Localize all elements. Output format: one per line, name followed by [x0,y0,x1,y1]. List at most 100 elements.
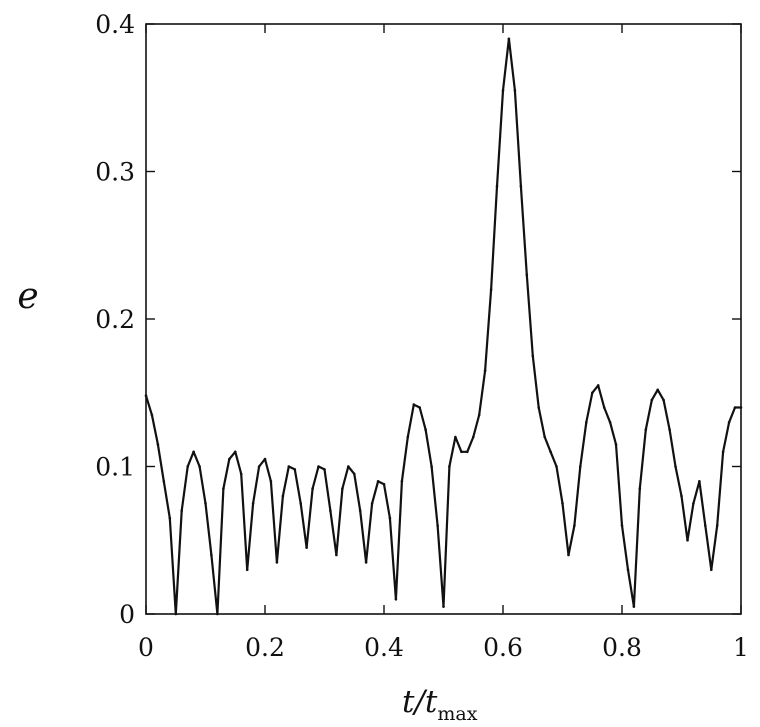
data-point [358,509,362,513]
data-point [591,391,594,395]
data-point [335,553,338,557]
x-tick-label: 0.8 [602,633,642,662]
x-tick-label: 1 [733,633,749,662]
plot-frame [145,23,742,615]
data-point [382,482,386,486]
data-point [579,465,582,468]
data-point [602,406,606,409]
data-point [454,435,457,439]
data-point [329,509,332,513]
data-point [668,428,671,431]
data-point [186,465,189,468]
data-point [239,472,243,476]
data-point [585,421,588,424]
data-point [144,394,148,398]
data-point [507,37,511,41]
data-point [650,398,654,402]
data-point [692,502,695,505]
x-tick-label: 0.2 [245,633,285,662]
data-point [448,465,451,468]
data-point [311,487,314,490]
y-axis-label: e [17,276,38,317]
data-point [263,457,267,461]
tick-labels: 0 0.2 0.4 0.6 0.8 1 0 0.1 0.2 0.3 0.4 [95,10,749,662]
data-point [436,524,439,527]
data-point [721,450,725,454]
series-layer [144,37,743,616]
x-axis-label-main: t/t [402,684,438,720]
data-point [460,450,463,454]
data-point [501,89,505,92]
axis-ticks [145,23,742,615]
data-point [519,185,523,188]
data-point [317,465,320,468]
data-point [608,421,612,424]
data-point [287,465,291,468]
data-point [513,89,517,92]
data-point [412,403,416,406]
data-point [204,502,207,505]
data-point [680,494,683,498]
data-point [192,450,195,454]
data-point [549,450,552,454]
data-point [180,509,183,513]
data-point [733,406,737,409]
y-tick-label: 0.2 [95,305,135,334]
data-point [739,406,743,409]
data-point [418,406,422,409]
x-tick-label: 0.6 [483,633,523,662]
data-point [400,480,404,483]
data-point [620,524,624,527]
y-tick-label: 0 [119,600,135,629]
data-point [323,468,326,471]
data-point [364,561,368,564]
data-point [150,413,154,417]
data-point [353,472,356,476]
data-point [430,465,433,468]
data-point [555,465,558,468]
data-point [477,413,481,417]
data-point [489,288,493,291]
data-point [483,369,487,372]
series-line [144,37,743,616]
x-tick-label: 0.4 [364,633,404,662]
data-point [662,398,665,402]
x-axis-label-subscript: max [437,703,477,725]
data-point [704,524,707,527]
data-point [715,524,719,527]
data-point [537,406,540,409]
data-point [442,605,445,608]
data-point [347,465,350,468]
data-point [269,480,273,483]
data-point [686,539,689,542]
data-point [656,388,659,392]
data-point [174,612,178,616]
data-point [424,428,427,431]
y-tick-label: 0.4 [95,10,135,39]
data-point [216,612,219,616]
data-point [228,457,231,461]
plot-area-border [145,23,742,615]
data-point [406,435,410,439]
data-point [388,516,392,520]
data-point [394,598,398,601]
data-point [156,443,160,446]
data-point [370,502,374,505]
data-point [674,465,677,468]
data-point [293,468,297,471]
data-point [698,480,701,483]
data-point [472,435,475,439]
data-point [531,354,535,358]
data-point [281,494,285,498]
data-point [162,480,166,483]
data-point [299,502,303,505]
data-point [222,487,225,490]
data-point [305,546,308,549]
x-axis-label: t/tmax [402,684,478,725]
data-point [234,450,237,454]
data-point [245,568,249,572]
data-point [341,487,344,490]
data-point [251,502,255,505]
data-point [638,487,642,490]
